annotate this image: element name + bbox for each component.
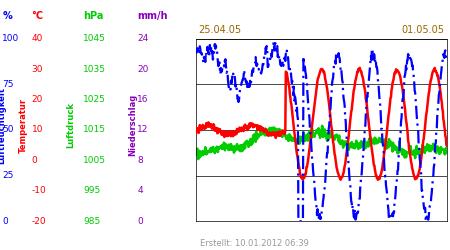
Text: 1035: 1035 — [83, 65, 106, 74]
Text: 50: 50 — [2, 126, 14, 134]
Text: 25: 25 — [2, 171, 13, 180]
Text: 20: 20 — [32, 95, 43, 104]
Text: 12: 12 — [137, 126, 148, 134]
Text: 100: 100 — [2, 34, 19, 43]
Text: 4: 4 — [137, 186, 143, 195]
Text: 16: 16 — [137, 95, 149, 104]
Text: Erstellt: 10.01.2012 06:39: Erstellt: 10.01.2012 06:39 — [200, 238, 309, 248]
Text: 75: 75 — [2, 80, 14, 89]
Text: -20: -20 — [32, 217, 46, 226]
Text: Niederschlag: Niederschlag — [128, 94, 137, 156]
Text: 25.04.05: 25.04.05 — [198, 25, 241, 35]
Text: 8: 8 — [137, 156, 143, 165]
Text: hPa: hPa — [83, 11, 104, 21]
Text: 24: 24 — [137, 34, 148, 43]
Text: -10: -10 — [32, 186, 46, 195]
Text: Luftfeuchtigkeit: Luftfeuchtigkeit — [0, 86, 6, 164]
Text: 30: 30 — [32, 65, 43, 74]
Text: 20: 20 — [137, 65, 148, 74]
Text: 0: 0 — [32, 156, 37, 165]
Text: 1015: 1015 — [83, 126, 106, 134]
Text: 985: 985 — [83, 217, 100, 226]
Text: 01.05.05: 01.05.05 — [401, 25, 445, 35]
Text: %: % — [2, 11, 12, 21]
Text: mm/h: mm/h — [137, 11, 168, 21]
Text: 1045: 1045 — [83, 34, 106, 43]
Text: Temperatur: Temperatur — [19, 98, 28, 152]
Text: 40: 40 — [32, 34, 43, 43]
Text: 10: 10 — [32, 126, 43, 134]
Text: 0: 0 — [137, 217, 143, 226]
Text: 1005: 1005 — [83, 156, 106, 165]
Text: °C: °C — [32, 11, 44, 21]
Text: 1025: 1025 — [83, 95, 106, 104]
Text: Luftdruck: Luftdruck — [67, 102, 76, 148]
Text: 0: 0 — [2, 217, 8, 226]
Text: 995: 995 — [83, 186, 100, 195]
